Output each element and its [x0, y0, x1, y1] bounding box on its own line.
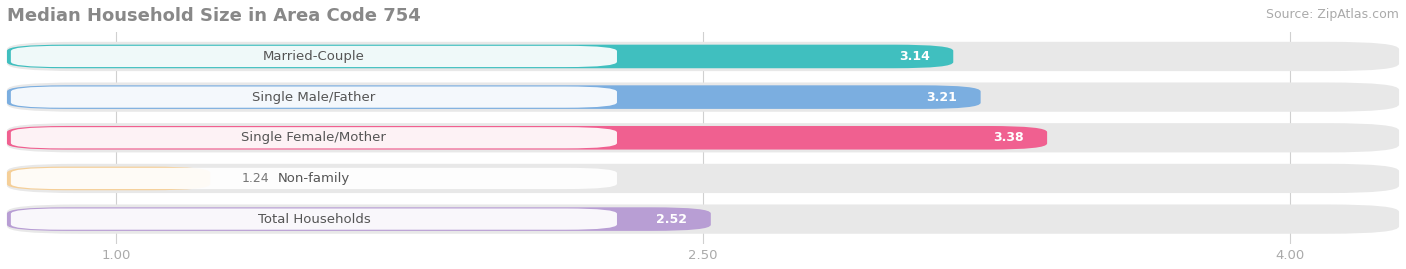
FancyBboxPatch shape	[7, 204, 1399, 234]
FancyBboxPatch shape	[7, 85, 980, 109]
FancyBboxPatch shape	[7, 42, 1399, 71]
FancyBboxPatch shape	[7, 164, 1399, 193]
FancyBboxPatch shape	[7, 207, 711, 231]
Text: 3.38: 3.38	[993, 131, 1024, 144]
FancyBboxPatch shape	[7, 126, 1047, 150]
FancyBboxPatch shape	[11, 127, 617, 148]
Text: 2.52: 2.52	[657, 213, 688, 226]
FancyBboxPatch shape	[11, 46, 617, 67]
FancyBboxPatch shape	[11, 208, 617, 230]
FancyBboxPatch shape	[7, 167, 211, 190]
Text: Total Households: Total Households	[257, 213, 370, 226]
Text: Single Male/Father: Single Male/Father	[252, 91, 375, 104]
FancyBboxPatch shape	[7, 45, 953, 68]
FancyBboxPatch shape	[11, 168, 617, 189]
Text: Married-Couple: Married-Couple	[263, 50, 364, 63]
FancyBboxPatch shape	[7, 123, 1399, 153]
Text: 3.14: 3.14	[898, 50, 929, 63]
Text: 1.24: 1.24	[242, 172, 269, 185]
Text: Median Household Size in Area Code 754: Median Household Size in Area Code 754	[7, 7, 420, 25]
Text: Non-family: Non-family	[278, 172, 350, 185]
FancyBboxPatch shape	[11, 87, 617, 108]
Text: Source: ZipAtlas.com: Source: ZipAtlas.com	[1265, 8, 1399, 21]
FancyBboxPatch shape	[7, 83, 1399, 112]
Text: 3.21: 3.21	[927, 91, 957, 104]
Text: Single Female/Mother: Single Female/Mother	[242, 131, 387, 144]
